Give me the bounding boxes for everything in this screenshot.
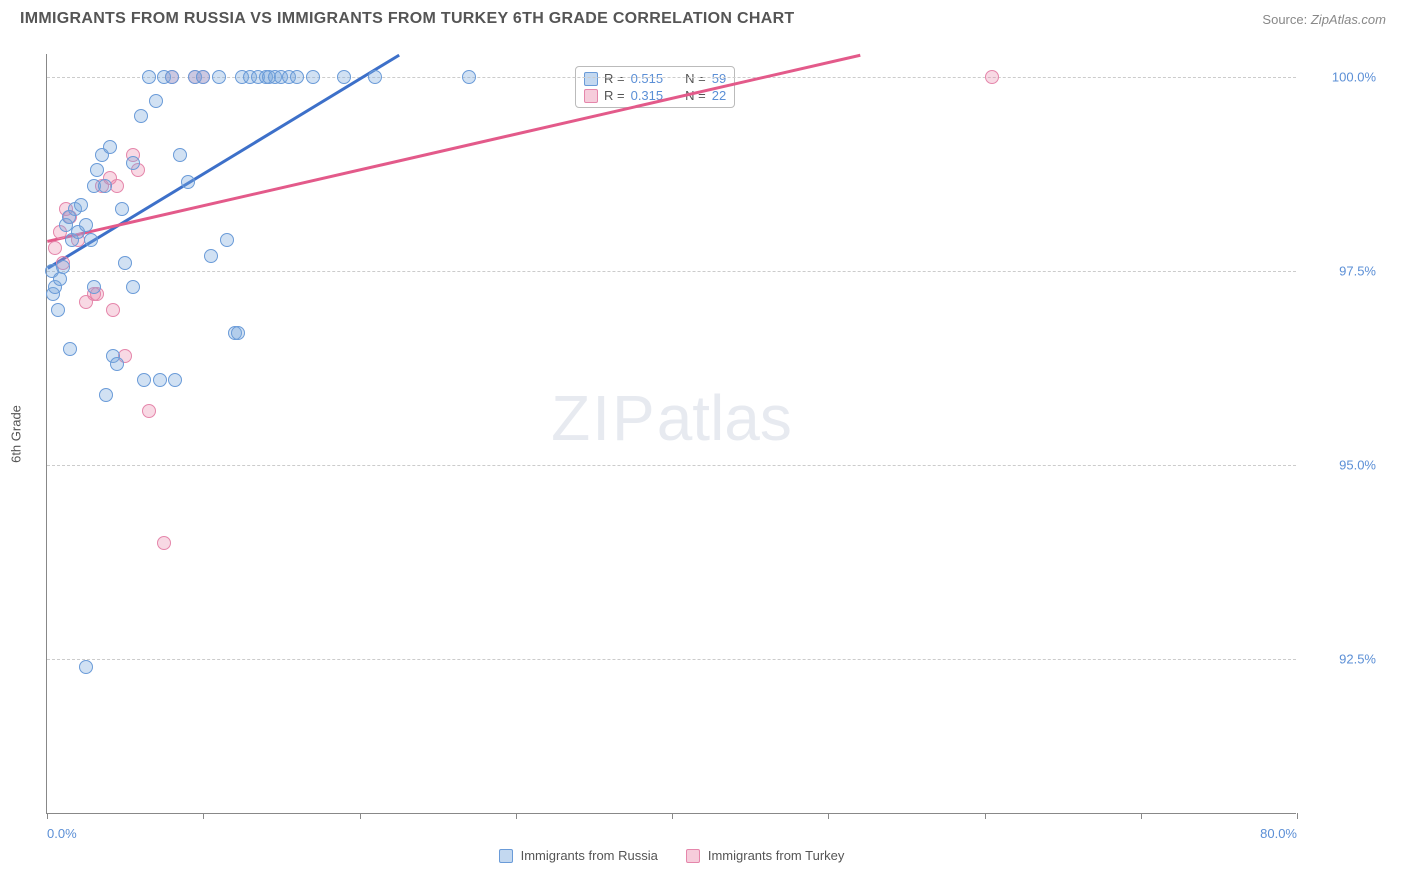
data-point <box>84 233 98 247</box>
data-point <box>103 140 117 154</box>
legend-label-turkey: Immigrants from Turkey <box>708 848 845 863</box>
data-point <box>137 373 151 387</box>
x-tick <box>47 813 48 819</box>
data-point <box>149 94 163 108</box>
swatch-russia-icon <box>499 849 513 863</box>
legend-item-russia: Immigrants from Russia <box>499 848 658 863</box>
data-point <box>204 249 218 263</box>
x-tick <box>985 813 986 819</box>
data-point <box>115 202 129 216</box>
data-point <box>110 357 124 371</box>
y-tick-label: 100.0% <box>1306 70 1376 85</box>
x-tick <box>516 813 517 819</box>
chart-title: IMMIGRANTS FROM RUSSIA VS IMMIGRANTS FRO… <box>20 10 795 28</box>
swatch-turkey-icon <box>686 849 700 863</box>
data-point <box>462 70 476 84</box>
data-point <box>134 109 148 123</box>
data-point <box>48 241 62 255</box>
data-point <box>126 156 140 170</box>
y-axis-label: 6th Grade <box>9 405 24 463</box>
x-tick <box>203 813 204 819</box>
legend-label-russia: Immigrants from Russia <box>521 848 658 863</box>
swatch-turkey-icon <box>584 89 598 103</box>
data-point <box>110 179 124 193</box>
y-tick-label: 97.5% <box>1306 264 1376 279</box>
y-tick-label: 95.0% <box>1306 458 1376 473</box>
data-point <box>79 660 93 674</box>
r-label: R = <box>604 88 625 103</box>
data-point <box>290 70 304 84</box>
data-point <box>90 163 104 177</box>
data-point <box>212 70 226 84</box>
data-point <box>181 175 195 189</box>
data-point <box>173 148 187 162</box>
gridline <box>47 659 1296 660</box>
source-label: Source: <box>1262 12 1307 27</box>
data-point <box>157 536 171 550</box>
legend-row-russia: R = 0.515 N = 59 <box>582 70 728 87</box>
r-value-russia: 0.515 <box>631 71 664 86</box>
data-point <box>87 280 101 294</box>
data-point <box>56 260 70 274</box>
data-point <box>231 326 245 340</box>
data-point <box>985 70 999 84</box>
data-point <box>126 280 140 294</box>
data-point <box>106 303 120 317</box>
data-point <box>337 70 351 84</box>
plot-area: ZIPatlas R = 0.515 N = 59 R = 0.315 N = … <box>46 54 1296 814</box>
data-point <box>220 233 234 247</box>
chart-source: Source: ZipAtlas.com <box>1262 12 1386 27</box>
data-point <box>51 303 65 317</box>
data-point <box>153 373 167 387</box>
data-point <box>142 70 156 84</box>
y-tick-label: 92.5% <box>1306 651 1376 666</box>
gridline <box>47 465 1296 466</box>
r-label: R = <box>604 71 625 86</box>
watermark: ZIPatlas <box>551 381 792 455</box>
data-point <box>142 404 156 418</box>
data-point <box>99 388 113 402</box>
x-tick-label: 80.0% <box>1260 826 1297 841</box>
gridline <box>47 271 1296 272</box>
data-point <box>368 70 382 84</box>
x-tick <box>360 813 361 819</box>
x-tick <box>1297 813 1298 819</box>
data-point <box>165 70 179 84</box>
x-tick <box>828 813 829 819</box>
data-point <box>196 70 210 84</box>
chart-area: 6th Grade ZIPatlas R = 0.515 N = 59 R = … <box>46 54 1386 814</box>
x-tick-label: 0.0% <box>47 826 77 841</box>
data-point <box>74 198 88 212</box>
data-point <box>63 342 77 356</box>
x-tick <box>672 813 673 819</box>
data-point <box>98 179 112 193</box>
watermark-light: atlas <box>657 382 792 454</box>
data-point <box>306 70 320 84</box>
watermark-bold: ZIP <box>551 382 657 454</box>
source-value: ZipAtlas.com <box>1311 12 1386 27</box>
n-value-turkey: 22 <box>712 88 726 103</box>
legend-item-turkey: Immigrants from Turkey <box>686 848 845 863</box>
swatch-russia-icon <box>584 72 598 86</box>
data-point <box>79 218 93 232</box>
data-point <box>118 256 132 270</box>
n-label: N = <box>685 71 706 86</box>
chart-header: IMMIGRANTS FROM RUSSIA VS IMMIGRANTS FRO… <box>0 0 1406 34</box>
x-tick <box>1141 813 1142 819</box>
data-point <box>168 373 182 387</box>
series-legend: Immigrants from Russia Immigrants from T… <box>47 848 1296 863</box>
